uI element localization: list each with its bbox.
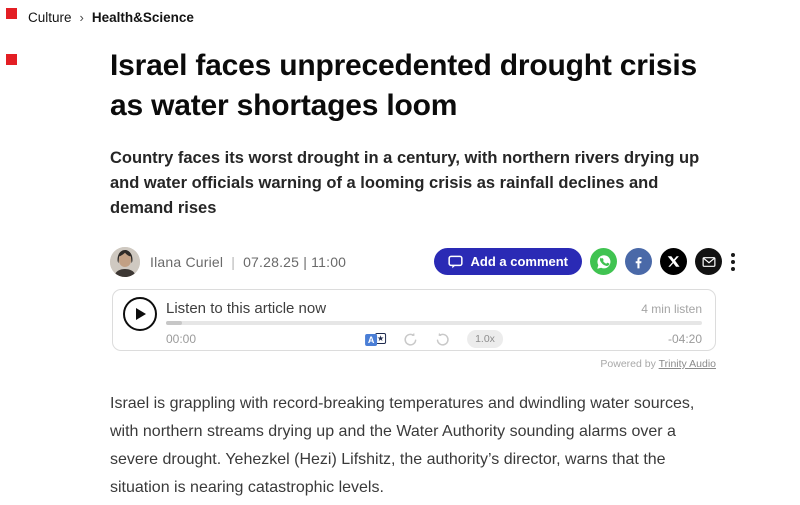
remaining-time: -04:20 — [667, 332, 702, 346]
forward-icon — [436, 332, 449, 346]
audio-duration-label: 4 min listen — [641, 302, 702, 316]
author-avatar — [110, 246, 140, 277]
byline-text: Ilana Curiel | 07.28.25 | 11:00 — [150, 254, 346, 270]
play-icon — [136, 308, 146, 320]
email-envelope-icon — [702, 256, 715, 267]
article-actions: Add a comment — [434, 248, 736, 275]
audio-credit: Powered by Trinity Audio — [112, 358, 716, 370]
ynet-logo-mark-top[interactable] — [6, 8, 17, 19]
more-options-button[interactable] — [730, 251, 736, 273]
add-comment-label: Add a comment — [470, 254, 568, 269]
translate-a-icon: A — [365, 333, 378, 346]
ynet-logo-mark-headline — [6, 54, 17, 65]
article-subheadline: Country faces its worst drought in a cen… — [110, 149, 700, 218]
author-portrait-image — [110, 246, 140, 277]
article-body-paragraph: Israel is grappling with record-breaking… — [110, 395, 695, 497]
facebook-icon — [635, 257, 642, 269]
breadcrumb: Culture › Health&Science — [28, 9, 194, 26]
share-whatsapp-button[interactable] — [590, 248, 617, 275]
audio-controls-row: 00:00 A ★ 1.0x -04:20 — [166, 329, 702, 349]
audio-player: Listen to this article now 4 min listen … — [112, 289, 716, 351]
comment-bubble-icon — [448, 255, 464, 268]
rewind-icon — [404, 332, 417, 346]
forward-button[interactable] — [435, 332, 450, 347]
author-name: Ilana Curiel — [150, 253, 224, 270]
translate-button[interactable]: A ★ — [365, 332, 387, 346]
byline-separator: | — [231, 253, 236, 270]
audio-player-title: Listen to this article now — [166, 300, 327, 317]
play-button[interactable] — [123, 297, 157, 331]
whatsapp-icon — [596, 254, 610, 269]
chevron-right-icon: › — [79, 9, 84, 25]
powered-by-label: Powered by — [600, 358, 656, 370]
share-x-button[interactable] — [660, 248, 687, 275]
audio-center-controls: A ★ 1.0x — [365, 330, 503, 348]
audio-progress-bar[interactable] — [166, 321, 702, 325]
trinity-audio-link[interactable]: Trinity Audio — [658, 358, 716, 370]
share-email-button[interactable] — [695, 248, 722, 275]
breadcrumb-section-culture[interactable]: Culture — [28, 10, 72, 25]
byline-row: Ilana Curiel | 07.28.25 | 11:00 Add a co… — [110, 245, 736, 278]
rewind-button[interactable] — [403, 332, 418, 347]
share-facebook-button[interactable] — [625, 248, 652, 275]
elapsed-time: 00:00 — [166, 332, 197, 346]
breadcrumb-subsection-health-science[interactable]: Health&Science — [91, 10, 194, 25]
byline: Ilana Curiel | 07.28.25 | 11:00 — [110, 246, 346, 277]
playback-speed-button[interactable]: 1.0x — [467, 330, 503, 348]
add-comment-button[interactable]: Add a comment — [434, 248, 582, 275]
x-twitter-icon — [667, 256, 680, 267]
article-headline: Israel faces unprecedented drought crisi… — [110, 49, 697, 122]
publish-datetime: 07.28.25 | 11:00 — [243, 253, 347, 270]
